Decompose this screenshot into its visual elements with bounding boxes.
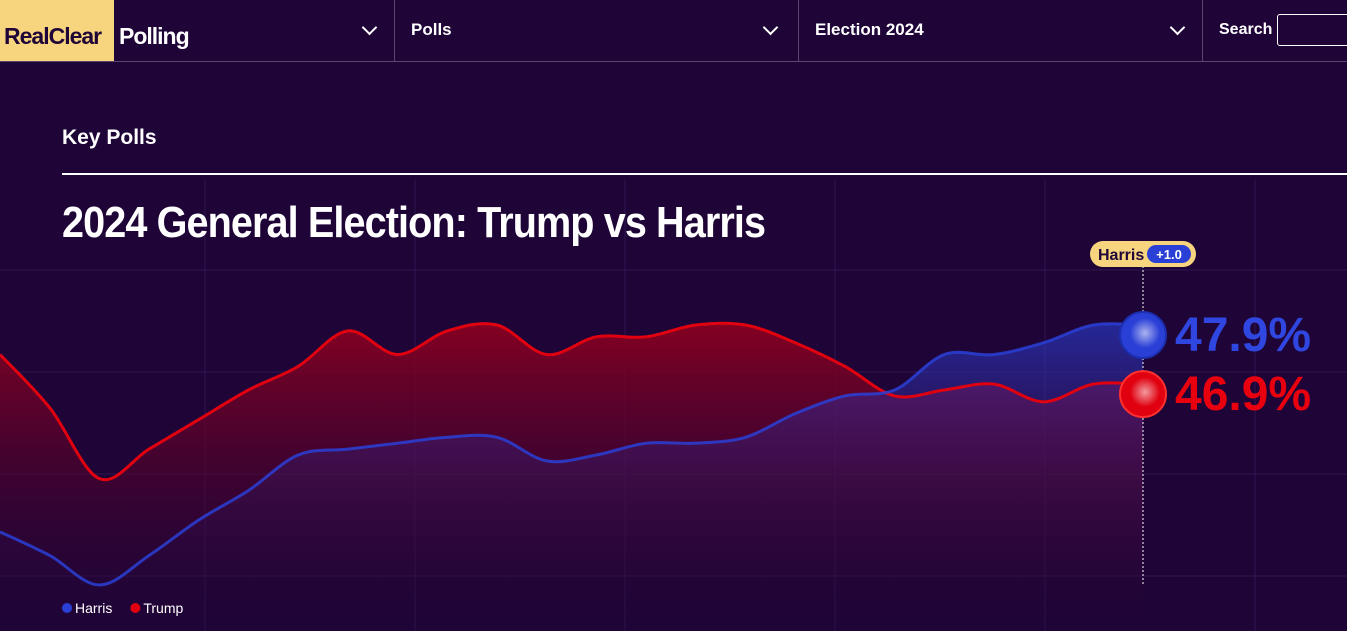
menu[interactable]: Polls bbox=[394, 0, 798, 61]
legend-label: Trump bbox=[143, 600, 183, 616]
menu-label[interactable]: Election 2024 bbox=[815, 20, 924, 39]
logo-text[interactable]: Polling bbox=[119, 23, 190, 49]
legend-label: Harris bbox=[75, 600, 112, 616]
search[interactable]: Search bbox=[1202, 0, 1347, 61]
chevron[interactable] bbox=[361, 19, 378, 36]
value-label: 46.9% bbox=[1175, 368, 1311, 421]
lead-name: Harris bbox=[1098, 247, 1144, 264]
value-label: 47.9% bbox=[1175, 309, 1311, 362]
series-line bbox=[0, 322, 1144, 587]
search-input[interactable] bbox=[1277, 14, 1347, 46]
search-label: Search bbox=[1219, 21, 1273, 38]
lead-pill bbox=[1147, 245, 1191, 263]
divider bbox=[62, 173, 1347, 175]
section-heading: Key Polls bbox=[62, 126, 157, 149]
logo[interactable]: RealClear bbox=[0, 0, 114, 61]
series-line bbox=[0, 321, 1144, 482]
chart-title: 2024 General Election: Trump vs Harris bbox=[62, 198, 766, 247]
lead-value: +1.0 bbox=[1156, 247, 1182, 262]
photo-highlight bbox=[1130, 318, 1160, 348]
legend-swatch bbox=[62, 603, 72, 613]
menu-label[interactable]: Polls bbox=[411, 20, 452, 39]
nav-bar: RealClear Polling Polls Election 2024 Se… bbox=[0, 0, 1347, 62]
photo-highlight bbox=[1130, 377, 1160, 408]
chevron[interactable] bbox=[1169, 19, 1186, 36]
legend-swatch bbox=[130, 603, 141, 613]
menu[interactable]: Election 2024 bbox=[798, 0, 1202, 61]
area bbox=[0, 323, 1143, 631]
chevron[interactable] bbox=[762, 19, 779, 36]
